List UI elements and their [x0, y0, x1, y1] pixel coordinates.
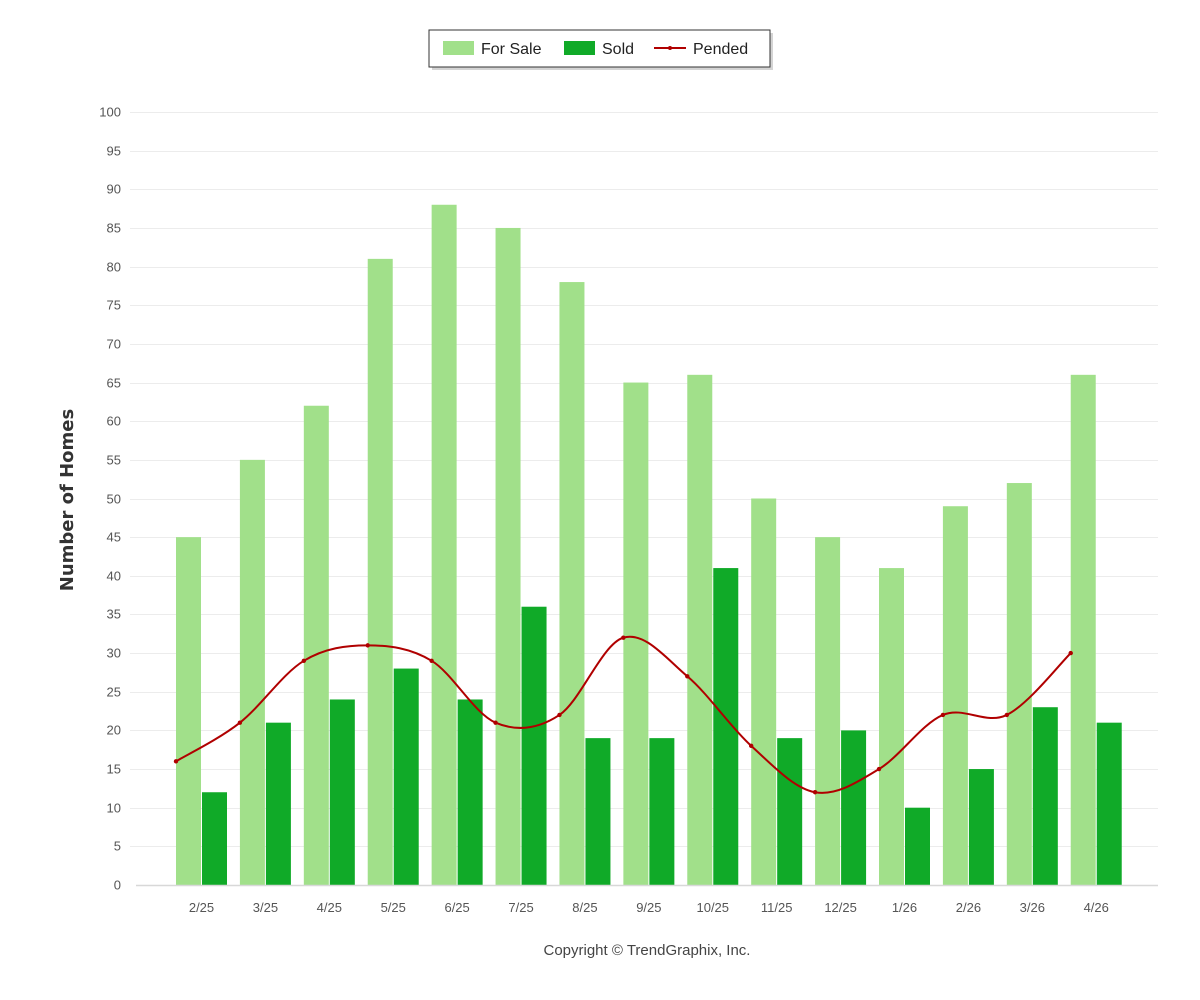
pended-point	[1004, 712, 1010, 718]
x-tick-label: 10/25	[696, 900, 729, 915]
x-tick-label: 9/25	[636, 900, 661, 915]
pended-point	[812, 790, 818, 795]
y-tick-label: 70	[107, 337, 121, 352]
pended-point	[1068, 650, 1073, 656]
y-tick-label: 20	[107, 723, 121, 738]
bar-sold	[968, 769, 994, 885]
y-tick-label: 30	[107, 646, 121, 661]
copyright-text: Copyright © TrendGraphix, Inc.	[544, 942, 751, 959]
bar-sold	[904, 807, 930, 885]
y-tick-label: 35	[107, 607, 121, 622]
x-tick-label: 8/25	[572, 900, 597, 915]
legend-swatch-for-sale	[443, 41, 474, 55]
pended-point	[237, 720, 243, 725]
pended-point	[621, 635, 626, 640]
x-tick-label: 2/26	[956, 900, 981, 915]
y-tick-label: 100	[99, 105, 121, 120]
legend-swatch-sold	[564, 41, 595, 55]
y-tick-label: 90	[107, 182, 121, 197]
pended-point	[493, 720, 498, 725]
bar-sold	[202, 792, 227, 885]
bar-sold	[265, 722, 291, 885]
y-tick-label: 40	[107, 569, 121, 584]
bar-for-sale	[303, 405, 329, 885]
bar-for-sale	[878, 568, 904, 885]
bar-for-sale	[495, 227, 521, 885]
y-axis-title: Number of Homes	[57, 409, 78, 591]
x-tick-label: 7/25	[508, 900, 533, 915]
bar-sold	[777, 738, 803, 885]
pended-point	[173, 759, 179, 764]
bar-sold	[713, 568, 739, 885]
bar-for-sale	[815, 537, 841, 885]
bar-for-sale	[1006, 483, 1032, 885]
bar-sold	[521, 606, 547, 885]
bar-sold	[457, 699, 483, 885]
bar-sold	[649, 738, 675, 885]
bar-for-sale	[239, 459, 265, 885]
legend-label-for-sale: For Sale	[481, 41, 542, 58]
pended-point	[557, 712, 562, 718]
x-tick-label: 4/25	[317, 900, 342, 915]
pended-point	[365, 643, 370, 648]
bar-for-sale	[559, 282, 585, 885]
bar-for-sale	[942, 506, 968, 885]
bar-for-sale	[687, 374, 713, 885]
bar-sold	[841, 730, 867, 885]
bar-for-sale	[623, 382, 649, 885]
y-tick-label: 45	[107, 530, 121, 545]
legend-box	[428, 29, 771, 68]
x-axis-ticks: 2/25 3/25 4/25 5/25 6/25 7/25 8/25 9/25 10/25 11/…	[189, 900, 1109, 915]
bar-for-sale	[431, 204, 457, 885]
y-tick-label: 65	[107, 376, 121, 391]
x-tick-label: 4/26	[1084, 900, 1109, 915]
y-tick-label: 60	[107, 414, 121, 429]
bar-for-sale	[1070, 374, 1096, 885]
y-tick-label: 10	[107, 801, 121, 816]
y-tick-label: 85	[107, 221, 121, 236]
y-tick-label: 50	[107, 492, 121, 507]
bar-sold	[585, 738, 611, 885]
legend-label-pended: Pended	[693, 41, 748, 58]
bar-sold	[1096, 722, 1122, 885]
legend-label-sold: Sold	[602, 41, 634, 58]
y-axis-ticks: 0 5 10 15 20 25 30 35 40 45 50 55 60 65 70 75 80 85 90 95 10…	[99, 105, 121, 893]
x-tick-label: 12/25	[824, 900, 857, 915]
y-tick-label: 15	[107, 762, 121, 777]
pended-point	[748, 743, 754, 749]
pended-point	[301, 658, 307, 664]
x-tick-label: 11/25	[761, 900, 793, 915]
x-tick-label: 6/25	[444, 900, 469, 915]
y-tick-label: 80	[107, 260, 121, 275]
bar-sold	[393, 668, 419, 885]
x-tick-label: 5/25	[381, 900, 406, 915]
x-tick-label: 1/26	[892, 900, 917, 915]
y-tick-label: 75	[107, 298, 121, 313]
y-tick-label: 0	[114, 878, 121, 893]
legend: For Sale Sold Pended	[428, 29, 773, 70]
y-tick-label: 95	[107, 144, 121, 159]
y-tick-label: 25	[107, 685, 121, 700]
pended-line-layer	[173, 635, 1073, 795]
bar-sold	[1032, 707, 1058, 885]
pended-point	[876, 766, 882, 772]
x-tick-label: 3/25	[253, 900, 278, 915]
bar-for-sale	[176, 537, 201, 885]
bar-sold	[329, 699, 355, 885]
x-tick-label: 3/26	[1020, 900, 1045, 915]
legend-marker-pended	[668, 46, 672, 50]
pended-point	[429, 658, 434, 664]
pended-point	[685, 674, 690, 679]
y-tick-label: 5	[114, 839, 121, 854]
bar-for-sale	[367, 258, 393, 885]
y-tick-label: 55	[107, 453, 121, 468]
bar-for-sale	[751, 498, 777, 885]
pended-point	[940, 712, 946, 718]
x-tick-label: 2/25	[189, 900, 214, 915]
bars	[176, 204, 1122, 885]
